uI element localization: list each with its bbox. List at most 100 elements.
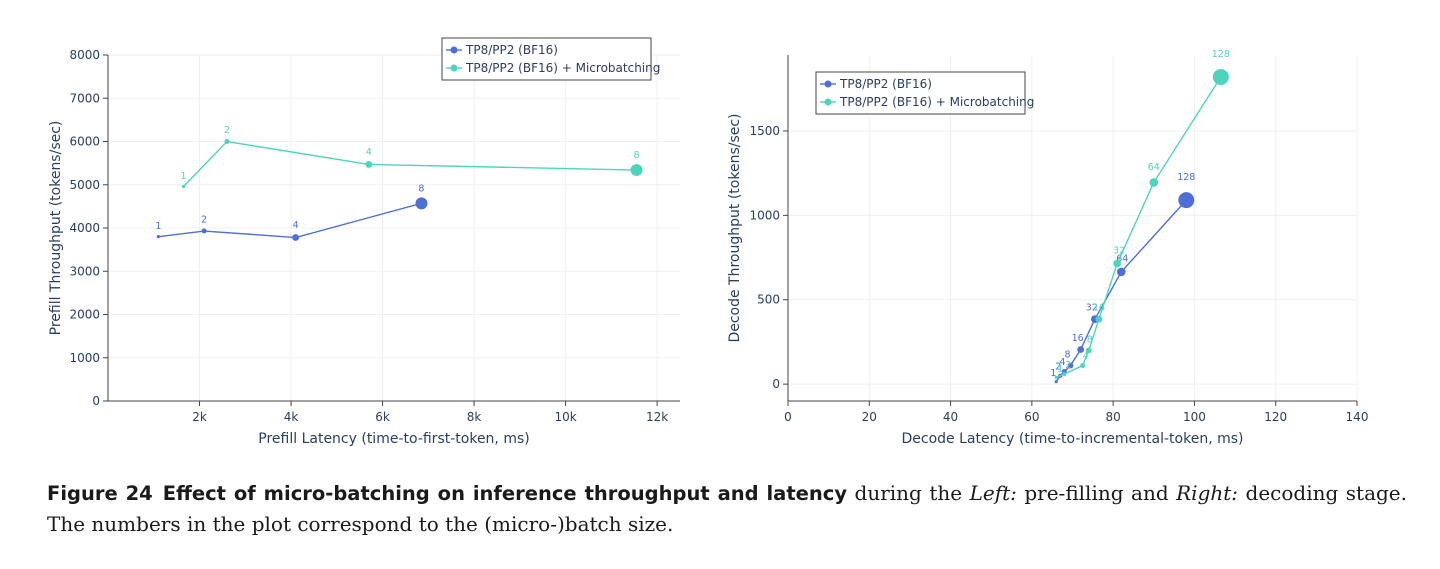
data-label: 128	[1177, 172, 1195, 183]
y-tick-label: 0	[772, 377, 780, 391]
data-point	[1113, 259, 1122, 268]
data-point	[224, 139, 230, 144]
caption-text-2: pre-filling and	[1016, 481, 1177, 505]
data-label: 2	[1055, 362, 1061, 373]
data-label: 8	[418, 183, 424, 194]
data-point	[292, 234, 300, 241]
series-line	[1055, 199, 1187, 382]
y-tick-label: 7000	[69, 91, 100, 105]
data-point	[1178, 192, 1195, 209]
series-line	[1055, 76, 1222, 379]
x-tick-label: 0	[784, 410, 792, 424]
data-point	[1077, 346, 1085, 353]
data-label: 4	[1083, 351, 1089, 362]
legend: TP8/PP2 (BF16) TP8/PP2 (BF16) + Microbatc…	[441, 37, 660, 81]
data-point	[1054, 379, 1058, 384]
data-point	[1062, 371, 1067, 377]
caption-right-label: Right:	[1176, 481, 1239, 505]
y-tick-label: 1000	[69, 351, 100, 365]
y-tick-label: 6000	[69, 135, 100, 149]
x-tick-label: 8k	[467, 410, 482, 424]
y-tick-label: 4000	[69, 221, 100, 235]
x-tick-label: 10k	[554, 410, 576, 424]
data-label: 64	[1148, 162, 1160, 173]
data-label: 2	[224, 125, 230, 136]
y-tick-label: 3000	[69, 264, 100, 278]
data-point	[1085, 347, 1092, 354]
data-label: 1	[1050, 368, 1056, 379]
series-line	[158, 202, 422, 239]
data-point	[1149, 178, 1159, 187]
legend-label: TP8/PP2 (BF16)	[465, 43, 558, 57]
caption-text-1: during the	[847, 481, 970, 505]
data-point	[1095, 315, 1103, 323]
x-tick-label: 6k	[375, 410, 390, 424]
legend-marker	[824, 80, 832, 88]
data-label: 8	[634, 150, 640, 161]
data-point	[1212, 68, 1229, 85]
data-point	[156, 235, 160, 239]
legend-label: TP8/PP2 (BF16)	[839, 77, 932, 91]
x-axis-title: Decode Latency (time-to-incremental-toke…	[901, 431, 1243, 447]
chart-prefill: 2k 4k 6k 8k 10k 12k 0 1000 2000 3000 4000 5000 6000 7…	[48, 37, 680, 447]
data-point	[1054, 375, 1058, 379]
x-tick-label: 20	[862, 410, 877, 424]
charts-canvas: 2k 4k 6k 8k 10k 12k01000200030004000500060007…	[48, 37, 1368, 447]
legend-marker	[450, 64, 458, 72]
data-label: 32	[1086, 302, 1098, 313]
x-tick-label: 60	[1024, 410, 1039, 424]
legend: TP8/PP2 (BF16) TP8/PP2 (BF16) + Microbatc…	[815, 71, 1034, 115]
y-axis-title: Decode Throughput (tokens/sec)	[727, 113, 743, 342]
data-point	[1116, 267, 1126, 277]
y-tick-label: 2000	[69, 308, 100, 322]
legend-box	[441, 37, 652, 81]
x-tick-label: 2k	[192, 410, 207, 424]
data-label: 1	[1057, 364, 1063, 375]
data-point	[201, 228, 207, 234]
data-label: 4	[1059, 357, 1065, 368]
data-label: 16	[1093, 303, 1105, 314]
y-tick-label: 5000	[69, 178, 100, 192]
data-label: 4	[293, 220, 299, 231]
data-point	[365, 161, 373, 168]
data-label: 1	[155, 221, 161, 232]
y-tick-label: 500	[757, 293, 780, 307]
data-label: 8	[1064, 350, 1070, 361]
data-label: 128	[1212, 49, 1230, 60]
chart-decode: 0 20 40 60 80 100 120 140 0 500 1000 1500 Decode Lat…	[727, 49, 1368, 447]
y-tick-label: 1000	[749, 208, 780, 222]
x-tick-label: 40	[943, 410, 958, 424]
data-label: 16	[1072, 333, 1084, 344]
x-axis-title: Prefill Latency (time-to-first-token, ms…	[258, 431, 529, 447]
x-tick-label: 4k	[284, 410, 299, 424]
caption-title: Effect of micro-batching on inference th…	[162, 482, 848, 505]
caption-figure-number: Figure 24	[47, 482, 153, 505]
y-axis-title: Prefill Throughput (tokens/sec)	[48, 121, 64, 336]
data-label: 2	[201, 215, 207, 226]
data-label: 8	[1087, 334, 1093, 345]
x-tick-label: 12k	[646, 410, 668, 424]
data-point	[181, 184, 186, 189]
x-tick-label: 120	[1264, 410, 1287, 424]
y-tick-label: 1500	[749, 124, 780, 138]
data-point	[415, 197, 428, 210]
data-label: 4	[366, 147, 372, 158]
series-line	[183, 140, 637, 187]
caption-left-label: Left:	[969, 481, 1017, 505]
legend-label: TP8/PP2 (BF16) + Microbatching	[465, 61, 660, 75]
data-point	[1067, 362, 1074, 369]
data-point	[630, 164, 643, 177]
legend-marker	[824, 98, 832, 106]
x-tick-label: 80	[1106, 410, 1121, 424]
data-label: 64	[1116, 254, 1128, 265]
figure-caption: Figure 24 Effect of micro-batching on inf…	[47, 478, 1407, 540]
legend-marker	[450, 46, 458, 54]
data-label: 32	[1113, 246, 1125, 257]
data-label: 2	[1065, 360, 1071, 371]
legend-box	[815, 71, 1026, 115]
caption-text-3: decoding stage. The numbers in the plot …	[47, 481, 1407, 536]
x-tick-label: 100	[1183, 410, 1206, 424]
